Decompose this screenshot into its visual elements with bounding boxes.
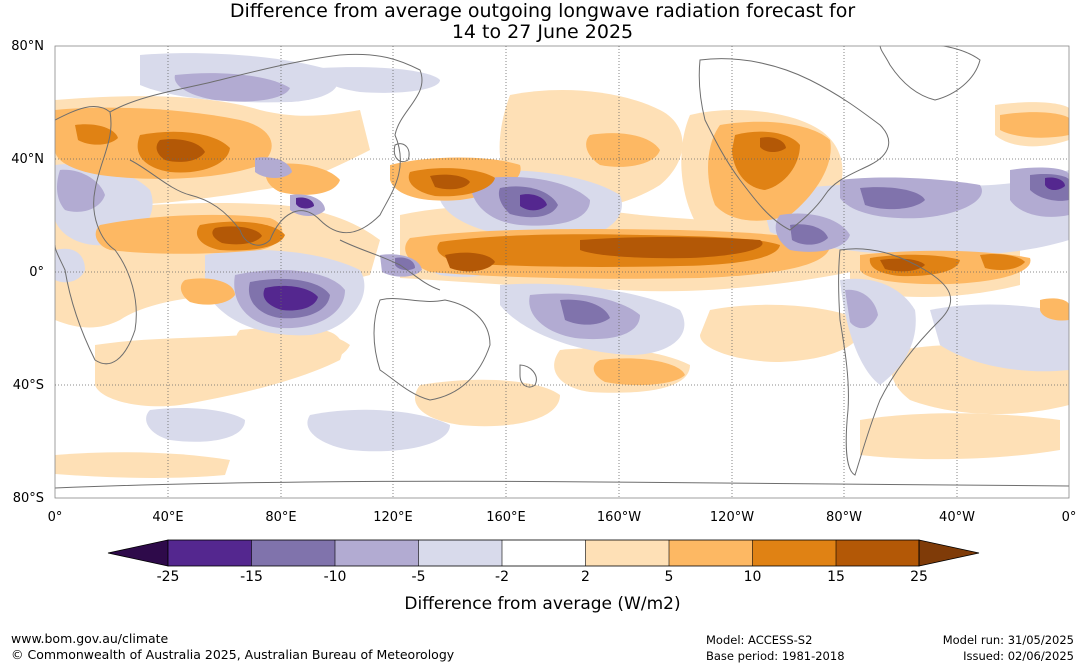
colorbar-tick-label: 10 [743, 569, 762, 585]
colorbar-segment [335, 540, 419, 566]
footer-base-period: Base period: 1981-2018 [706, 649, 845, 663]
colorbar-tick-label: -5 [411, 569, 426, 585]
colorbar [107, 539, 980, 567]
colorbar-segment [836, 540, 919, 566]
map-title-line2: 14 to 27 June 2025 [451, 21, 634, 43]
footer-copyright: © Commonwealth of Australia 2025, Austra… [11, 647, 455, 662]
colorbar-segment [418, 540, 502, 566]
footer-model-run: Model run: 31/05/2025 [942, 633, 1074, 647]
colorbar-tick-label: 2 [581, 569, 590, 585]
footer-url-link[interactable]: www.bom.gov.au/climate [11, 631, 169, 646]
colorbar-tick-label: -15 [240, 569, 263, 585]
colorbar-extend-low [107, 539, 169, 567]
colorbar-segment [502, 540, 586, 566]
lat-label-0: 0° [29, 265, 44, 280]
footer-issued: Issued: 02/06/2025 [963, 649, 1074, 663]
colorbar-segment [669, 540, 753, 566]
lon-label-0-east: 0° [1061, 510, 1077, 525]
lat-label-40s: 40°S [12, 378, 44, 393]
colorbar-tick-label: -2 [495, 569, 509, 585]
lon-label-120w: 120°W [709, 510, 755, 525]
footer-model: Model: ACCESS-S2 [706, 633, 813, 647]
graticule [55, 46, 1069, 498]
lon-label-80e: 80°E [265, 510, 297, 525]
colorbar-tick-label: 25 [910, 569, 928, 585]
colorbar-extend-high [918, 539, 980, 567]
colorbar-tick-label: 5 [664, 569, 674, 585]
colorbar-tick-label: -25 [156, 569, 180, 585]
lat-label-80n: 80°N [11, 39, 44, 54]
anomaly-field [55, 46, 1069, 498]
colorbar-segment [585, 540, 669, 566]
colorbar-segment [251, 540, 335, 566]
colorbar-tick-label: 15 [827, 569, 845, 585]
lon-label-120e: 120°E [373, 510, 413, 525]
lon-label-0: 0° [47, 510, 63, 525]
colorbar-segment [752, 540, 836, 566]
colorbar-title: Difference from average (W/m2) [404, 594, 681, 614]
lat-label-80s: 80°S [12, 491, 44, 506]
colorbar-tick-label: -10 [323, 569, 347, 585]
lat-label-40n: 40°N [11, 152, 44, 167]
lon-label-160w: 160°W [596, 510, 642, 525]
lon-label-40w: 40°W [939, 510, 975, 525]
lon-label-40e: 40°E [152, 510, 184, 525]
lon-label-160e: 160°E [486, 510, 526, 525]
map-title-line1: Difference from average outgoing longwav… [229, 0, 856, 22]
colorbar-segment [168, 540, 252, 566]
lon-label-80w: 80°W [826, 510, 862, 525]
